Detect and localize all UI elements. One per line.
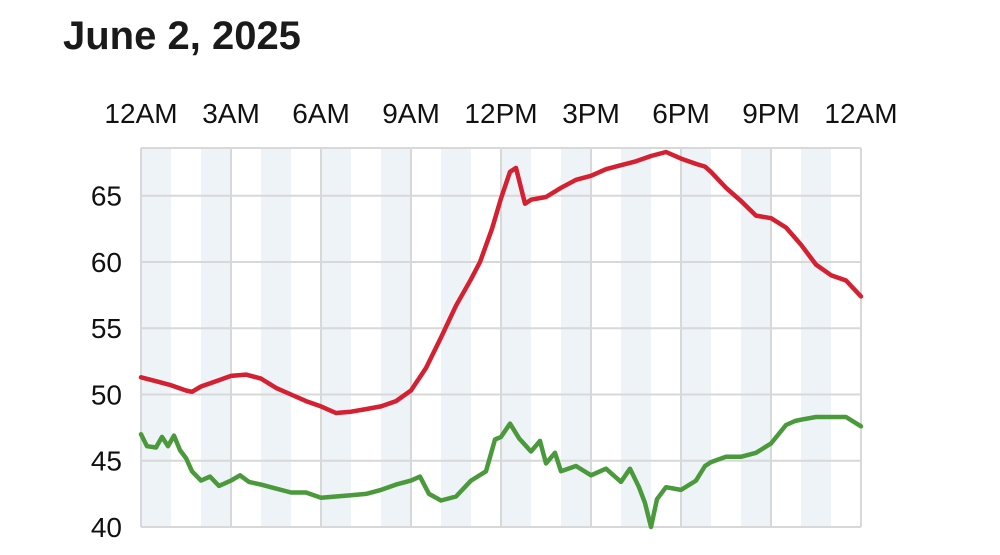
x-tick-label: 12PM	[464, 98, 537, 129]
hour-band	[261, 148, 291, 527]
hour-band	[141, 148, 171, 527]
x-tick-label: 9AM	[382, 98, 440, 129]
y-axis-ticks: 40 45 50 55 60 65	[91, 181, 122, 543]
hour-band	[201, 148, 231, 527]
x-tick-label: 3PM	[562, 98, 620, 129]
y-tick-label: 45	[91, 446, 122, 477]
hour-band	[801, 148, 831, 527]
series-line-2	[138, 414, 864, 530]
x-tick-label: 9PM	[742, 98, 800, 129]
x-tick-label: 6AM	[292, 98, 350, 129]
hour-band	[681, 148, 711, 527]
y-tick-label: 50	[91, 379, 122, 410]
x-tick-label: 12AM	[104, 98, 177, 129]
y-tick-label: 40	[91, 512, 122, 543]
hour-band	[501, 148, 531, 527]
x-axis-ticks: 12AM 3AM 6AM 9AM 12PM 3PM 6PM 9PM 12AM	[104, 98, 897, 129]
chart-title: June 2, 2025	[63, 14, 301, 58]
hour-band	[621, 148, 651, 527]
series-line-1	[138, 149, 864, 416]
hour-band	[381, 148, 411, 527]
x-tick-label: 12AM	[824, 98, 897, 129]
hour-band	[321, 148, 351, 527]
background-bands	[141, 148, 831, 527]
y-tick-label: 60	[91, 247, 122, 278]
y-tick-label: 65	[91, 181, 122, 212]
series-lines	[138, 149, 864, 530]
y-tick-label: 55	[91, 313, 122, 344]
x-tick-label: 6PM	[652, 98, 710, 129]
hour-band	[741, 148, 771, 527]
x-tick-label: 3AM	[202, 98, 260, 129]
hour-band	[441, 148, 471, 527]
